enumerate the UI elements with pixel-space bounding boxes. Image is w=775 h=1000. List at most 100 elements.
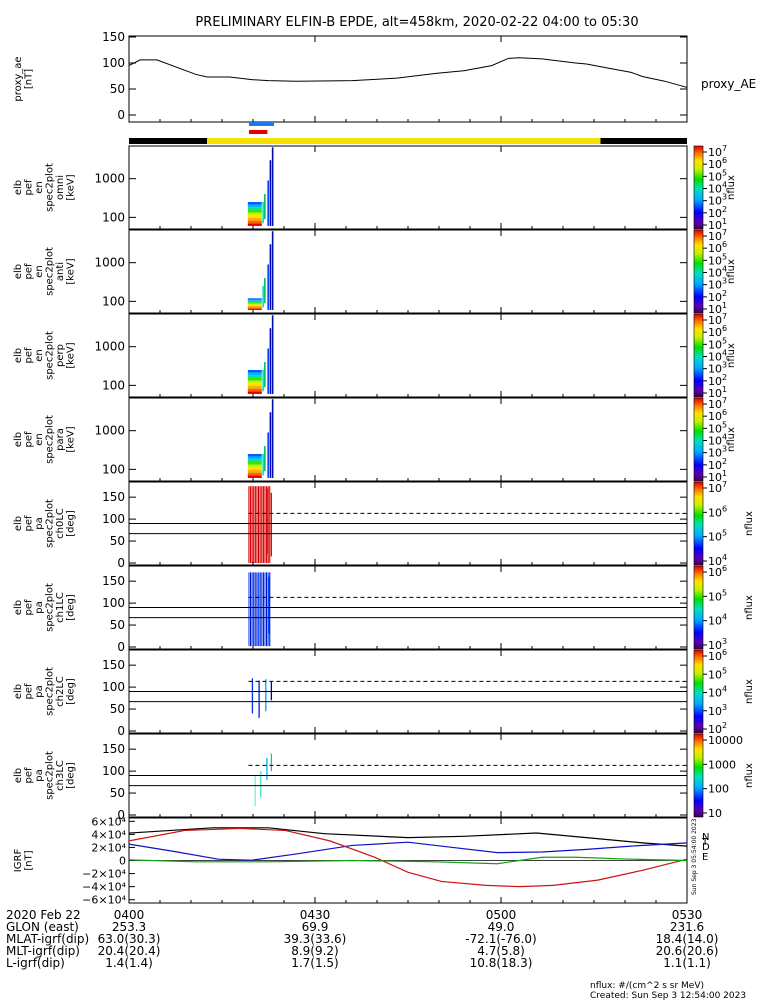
colorbar-tick-label: 100 (708, 783, 729, 796)
colorbar-tick-label: 104 (708, 349, 727, 364)
y-axis-label: [deg] (66, 762, 77, 789)
spectrogram-cell (247, 215, 262, 218)
page-title: PRELIMINARY ELFIN-B EPDE, alt=458km, 202… (195, 15, 638, 30)
y-axis-label: [nT] (24, 850, 35, 870)
spectrogram-cell (247, 212, 262, 216)
y-axis-label: pef (24, 431, 35, 448)
spectrogram-streak (262, 453, 264, 476)
spectrogram-cell (247, 223, 262, 226)
y-tick-label: 150 (102, 30, 125, 44)
colorbar-label: nflux (744, 511, 755, 536)
spectrogram-cell (247, 217, 262, 221)
y-axis-label: [keV] (66, 342, 77, 368)
igrf-line-D (128, 827, 688, 888)
axis-row-value: 1.4(1.4) (105, 956, 153, 970)
axis-row-value: 253.3 (112, 920, 146, 934)
y-axis-label: pa (34, 685, 45, 697)
legend-E: E (702, 852, 708, 863)
colorbar-label: nflux (726, 343, 737, 368)
y-axis-label: ch3LC (55, 760, 66, 791)
y-tick-label: 100 (102, 596, 125, 610)
units-note: nflux: #/(cm^2 s sr MeV) (590, 981, 704, 991)
spectrogram-cell (247, 391, 262, 394)
colorbar-tick-label: 105 (708, 252, 727, 267)
pa-streak (250, 572, 252, 647)
colorbar-tick-label: 102 (708, 457, 727, 472)
spectrogram-streak (264, 278, 266, 304)
colorbar-tick-label: 105 (708, 420, 727, 435)
spectrogram-cell (247, 207, 262, 210)
colorbar-tick-label: 102 (708, 373, 727, 388)
y-axis-label: pef (24, 347, 35, 364)
axis-row-label: MLAT-igrf(dip) (6, 932, 89, 946)
colorbar-tick-label: 105 (708, 168, 727, 183)
y-tick-label: 1000 (94, 256, 125, 270)
axis-row-value: 20.6(20.6) (656, 944, 719, 958)
plot-frame (128, 35, 688, 123)
spectrogram-streak (271, 147, 274, 226)
zone-segment (207, 138, 601, 144)
colorbar-tick-label: 104 (708, 181, 727, 196)
y-tick-label: 150 (102, 742, 125, 756)
pa-streak (251, 678, 254, 714)
pa-streak (256, 486, 258, 563)
colorbar-tick-label: 104 (708, 265, 727, 280)
created-note: Created: Sun Sep 3 12:54:00 2023 (590, 991, 746, 1000)
y-tick-label: 0 (119, 855, 126, 868)
y-tick-label: 0 (117, 556, 125, 570)
y-axis-label: elb (13, 432, 24, 447)
colorbar (693, 481, 704, 566)
panel-pitch-ch0LC: 150 100 50 0 elb pef pa spec2plot ch0LC [deg] 107 1… (13, 480, 755, 570)
axis-row-value: 69.9 (302, 920, 329, 934)
colorbar-label: nflux (744, 595, 755, 620)
zone-segment (129, 138, 208, 144)
colorbar-tick-label: 105 (708, 529, 727, 544)
spectrogram-cell (247, 303, 262, 305)
y-axis-label: spec2plot (45, 331, 56, 380)
spectrogram-streak (269, 244, 272, 310)
spectrogram-cell (247, 299, 262, 301)
y-axis-label: proxy_ae (13, 56, 24, 101)
legend-T: T (701, 837, 709, 848)
y-axis-label: en (34, 265, 45, 278)
axis-row-value: 8.9(9.2) (291, 944, 339, 958)
spectrogram-cell (247, 377, 262, 381)
y-axis-label: pef (24, 767, 35, 784)
pa-streak (250, 486, 252, 563)
spectrogram-cell (247, 461, 262, 465)
y-axis-label: en (34, 433, 45, 446)
axis-row-value: 0500 (486, 908, 517, 922)
axis-row-label: MLT-igrf(dip) (6, 944, 80, 958)
axis-row-value: 4.7(5.8) (477, 944, 525, 958)
colorbar-tick-label: 104 (708, 613, 727, 628)
spectrogram-streak (271, 315, 274, 394)
colorbar-tick-label: 103 (708, 193, 727, 208)
colorbar-tick-label: 107 (708, 144, 727, 159)
y-tick-label: 100 (102, 462, 125, 476)
y-axis-label: [keV] (66, 426, 77, 452)
y-axis-label: ch2LC (55, 676, 66, 707)
zone-marker (248, 122, 275, 126)
y-axis-label: ch0LC (55, 508, 66, 539)
y-axis-label: elb (13, 180, 24, 195)
y-tick-label: 100 (102, 56, 125, 70)
pa-streak (256, 572, 258, 647)
y-axis-label: elb (13, 264, 24, 279)
spectrogram-cell (247, 300, 262, 303)
side-timestamp: Sun Sep 3 05:54:00 2023 (691, 818, 698, 895)
spectrogram-cell (247, 201, 262, 205)
colorbar-tick-label: 107 (708, 228, 727, 243)
pa-streak (266, 757, 268, 780)
pa-streak (248, 486, 250, 563)
panel-science-zone (129, 122, 687, 144)
y-axis-label: [deg] (66, 510, 77, 537)
spectrogram-streak (269, 160, 272, 226)
y-axis-label: spec2plot (45, 751, 56, 800)
axis-row-value: 49.0 (488, 920, 515, 934)
axis-row-value: 231.6 (670, 920, 704, 934)
colorbar-tick-label: 107 (708, 312, 727, 327)
pa-streak (267, 572, 269, 647)
